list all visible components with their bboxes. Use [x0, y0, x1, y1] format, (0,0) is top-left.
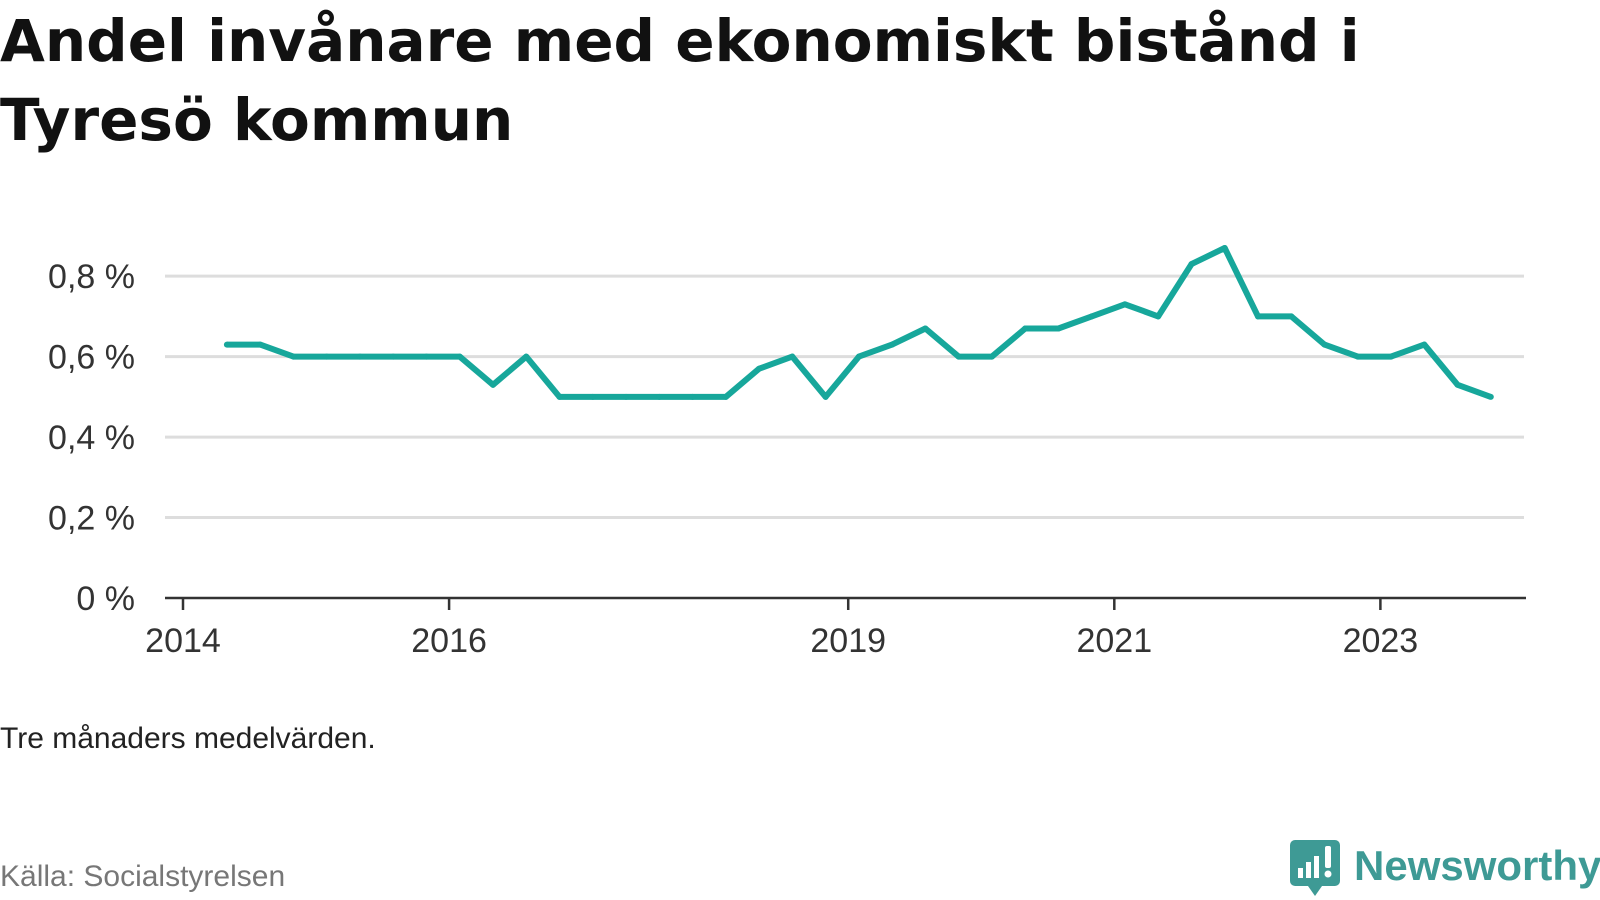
x-tick-label: 2014 [145, 622, 221, 660]
data-point [1454, 381, 1461, 388]
data-point [889, 341, 896, 348]
data-point [922, 325, 929, 332]
data-point [1321, 341, 1328, 348]
data-point [822, 393, 829, 400]
data-point [1155, 313, 1162, 320]
series-line [226, 245, 1492, 400]
data-point [623, 393, 630, 400]
y-tick-label: 0 % [76, 580, 135, 618]
x-tick-label: 2023 [1343, 622, 1419, 660]
data-point [1288, 313, 1295, 320]
data-point [789, 353, 796, 360]
chart-note: Tre månaders medelvärden. [0, 722, 376, 755]
data-point [290, 353, 297, 360]
data-point [1487, 393, 1494, 400]
brand-logo[interactable]: Newsworthy [1290, 840, 1600, 900]
data-point [689, 393, 696, 400]
data-point [1055, 325, 1062, 332]
data-point [489, 381, 496, 388]
y-tick-label: 0,4 % [48, 419, 135, 457]
data-point [257, 341, 264, 348]
data-point [323, 353, 330, 360]
newsworthy-logo-icon [1290, 840, 1340, 896]
data-point [556, 393, 563, 400]
data-point [756, 365, 763, 372]
data-point [722, 393, 729, 400]
series-group [223, 245, 1494, 400]
y-tick-label: 0,6 % [48, 339, 135, 377]
data-point [1388, 353, 1395, 360]
data-point [1354, 353, 1361, 360]
x-tick-label: 2021 [1076, 622, 1152, 660]
grid-lines [165, 274, 1524, 520]
y-tick-label: 0,2 % [48, 500, 135, 538]
data-point [955, 353, 962, 360]
x-tick-label: 2016 [411, 622, 487, 660]
data-point [1022, 325, 1029, 332]
data-point [1254, 313, 1261, 320]
data-point [390, 353, 397, 360]
x-axis-ticks: 2014 2016 2019 2021 2023 [145, 598, 1418, 660]
brand-name: Newsworthy [1354, 842, 1600, 889]
data-point [1121, 301, 1128, 308]
source-label: Källa: Socialstyrelsen [0, 860, 286, 893]
data-point [456, 353, 463, 360]
data-point [855, 353, 862, 360]
chart-title: Andel invånare med ekonomiskt bistånd i … [0, 7, 1360, 154]
data-point [1188, 261, 1195, 268]
data-point [656, 393, 663, 400]
data-point [1221, 245, 1228, 252]
data-point [223, 341, 230, 348]
data-point [523, 353, 530, 360]
data-point [356, 353, 363, 360]
data-point [1421, 341, 1428, 348]
data-point [589, 393, 596, 400]
y-tick-label: 0,8 % [48, 258, 135, 296]
x-tick-label: 2019 [810, 622, 886, 660]
data-point [423, 353, 430, 360]
data-point [1088, 313, 1095, 320]
data-point [988, 353, 995, 360]
y-axis-ticks: 0 % 0,2 % 0,4 % 0,6 % 0,8 % [48, 258, 135, 618]
